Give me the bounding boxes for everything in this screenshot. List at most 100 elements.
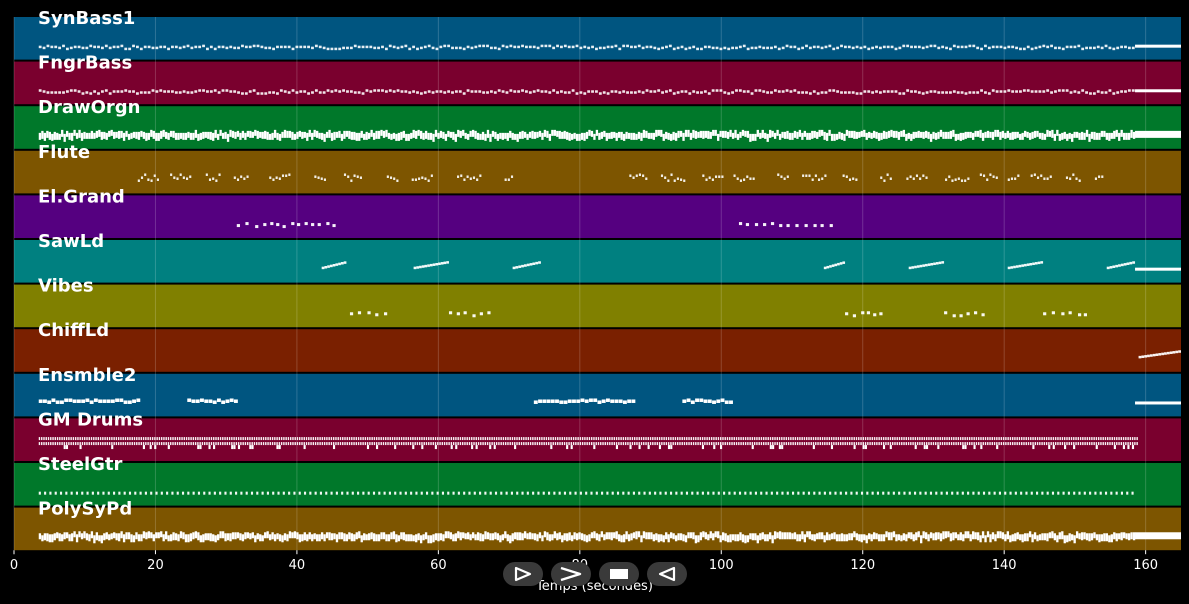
- note: [665, 437, 668, 441]
- note: [799, 442, 801, 446]
- note: [1113, 442, 1116, 446]
- track-lane: [14, 373, 1181, 417]
- stop-button[interactable]: [599, 562, 639, 586]
- note: [672, 131, 675, 140]
- note: [1077, 44, 1081, 48]
- note: [334, 47, 338, 51]
- note: [622, 534, 626, 543]
- note: [371, 437, 373, 441]
- note: [608, 532, 611, 540]
- note: [575, 92, 579, 95]
- note: [811, 534, 814, 541]
- note: [848, 130, 851, 138]
- note: [629, 445, 632, 450]
- note: [279, 45, 283, 49]
- note: [920, 131, 923, 138]
- note: [761, 532, 764, 540]
- note: [437, 533, 440, 542]
- rewind-button[interactable]: [647, 562, 687, 586]
- note: [84, 437, 86, 441]
- note: [550, 399, 555, 403]
- note: [61, 534, 64, 542]
- note: [910, 45, 913, 49]
- note: [77, 437, 79, 441]
- note: [559, 442, 561, 446]
- note: [605, 398, 610, 402]
- forward-button[interactable]: [551, 562, 591, 586]
- note: [425, 491, 429, 495]
- note: [559, 400, 564, 404]
- note: [1093, 442, 1095, 446]
- note: [558, 491, 561, 495]
- note: [1125, 437, 1127, 441]
- note: [1083, 491, 1086, 495]
- note: [77, 90, 81, 93]
- note: [1131, 437, 1134, 441]
- note: [820, 532, 824, 540]
- note: [167, 535, 170, 542]
- note: [707, 491, 710, 495]
- note: [740, 437, 742, 441]
- note: [974, 532, 977, 540]
- note: [207, 533, 210, 541]
- note: [75, 491, 79, 495]
- note: [65, 532, 69, 539]
- note: [885, 531, 888, 538]
- note: [83, 131, 86, 139]
- note: [769, 437, 772, 441]
- note: [1069, 91, 1073, 94]
- play-button[interactable]: [503, 562, 543, 586]
- note: [512, 266, 516, 270]
- note: [251, 131, 254, 138]
- note: [721, 175, 724, 178]
- note: [145, 442, 147, 446]
- note: [954, 133, 958, 141]
- note: [772, 437, 774, 441]
- note: [400, 131, 403, 140]
- note: [504, 442, 507, 446]
- note: [753, 437, 756, 441]
- note: [909, 175, 912, 178]
- note: [1108, 46, 1112, 50]
- note: [917, 91, 921, 94]
- note: [306, 132, 309, 141]
- note: [533, 533, 537, 541]
- note: [749, 491, 752, 495]
- note: [534, 437, 536, 441]
- note: [814, 174, 817, 177]
- note: [470, 46, 474, 50]
- note: [895, 130, 898, 138]
- note: [762, 46, 766, 50]
- note: [966, 437, 969, 441]
- note: [110, 129, 113, 136]
- note: [853, 130, 856, 139]
- note: [723, 91, 727, 94]
- note: [56, 132, 59, 140]
- note: [514, 133, 517, 140]
- note: [613, 437, 616, 441]
- note: [631, 442, 634, 446]
- note: [231, 130, 235, 138]
- note: [915, 174, 919, 177]
- note: [873, 313, 877, 317]
- note: [209, 90, 213, 93]
- note: [346, 442, 348, 446]
- note: [1014, 437, 1016, 441]
- note: [1053, 133, 1057, 141]
- note: [237, 437, 240, 441]
- note: [1015, 46, 1018, 50]
- note: [718, 175, 721, 178]
- note: [1001, 130, 1005, 138]
- note: [615, 442, 618, 446]
- note: [448, 437, 450, 441]
- note: [1015, 265, 1019, 268]
- note: [533, 131, 537, 139]
- note: [801, 132, 804, 140]
- note: [409, 442, 412, 446]
- note: [424, 177, 427, 180]
- note: [61, 129, 64, 137]
- note: [637, 44, 641, 48]
- note: [588, 437, 591, 441]
- note: [676, 46, 680, 50]
- note: [907, 132, 910, 139]
